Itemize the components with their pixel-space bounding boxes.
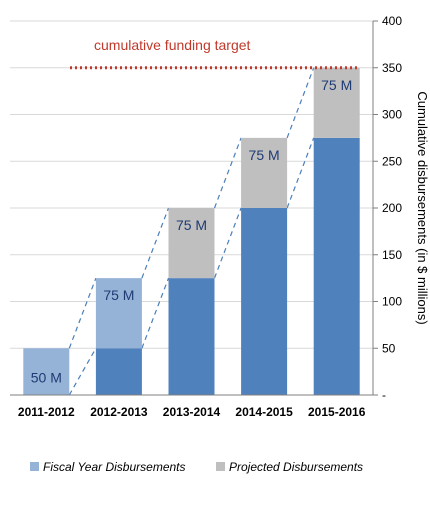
xtick-label-2015-2016: 2015-2016 <box>308 405 366 419</box>
connector-lower-1 <box>141 277 170 349</box>
ytick-label-0: - <box>382 388 386 402</box>
connector-lower-0 <box>68 347 97 396</box>
legend-label-fiscal: Fiscal Year Disbursements <box>43 460 186 474</box>
connector-upper-2 <box>213 137 242 209</box>
data-label-2012-2013: 75 M <box>103 287 134 303</box>
bar-projected-2012-2013 <box>95 278 142 349</box>
ytick-label-350: 350 <box>382 61 402 75</box>
xtick-label-2011-2012: 2011-2012 <box>18 405 75 419</box>
bar-fiscal-2012-2013 <box>95 348 142 395</box>
connector-upper-1 <box>141 207 170 279</box>
y-axis-title: Cumulative disbursements (in $ millions) <box>415 91 430 324</box>
y-tick-labels: - 50 100 150 200 250 300 350 400 <box>373 14 402 402</box>
bar-fiscal-2015-2016 <box>313 137 360 395</box>
bar-projected-2014-2015 <box>241 137 288 208</box>
bar-fiscal-2013-2014 <box>168 278 215 395</box>
connector-upper-3 <box>286 67 315 139</box>
ytick-label-250: 250 <box>382 154 402 168</box>
legend-swatch-fiscal <box>30 462 39 471</box>
bars <box>23 67 360 395</box>
xtick-label-2012-2013: 2012-2013 <box>90 405 148 419</box>
ytick-label-100: 100 <box>382 295 402 309</box>
bar-projected-2013-2014 <box>168 208 215 279</box>
data-label-2013-2014: 75 M <box>176 217 207 233</box>
bar-projected-2015-2016 <box>313 67 360 138</box>
legend-swatch-projected <box>216 462 225 471</box>
legend: Fiscal Year Disbursements Projected Disb… <box>30 460 363 474</box>
data-label-2014-2015: 75 M <box>249 147 280 163</box>
x-tick-labels: 2011-2012 2012-2013 2013-2014 2014-2015 2015… <box>18 405 366 419</box>
data-label-2015-2016: 75 M <box>321 77 352 93</box>
ytick-label-400: 400 <box>382 14 402 28</box>
connector-lower-2 <box>213 207 242 279</box>
target-label: cumulative funding target <box>94 37 251 53</box>
xtick-label-2013-2014: 2013-2014 <box>163 405 221 419</box>
ytick-label-200: 200 <box>382 201 402 215</box>
dashed-connectors <box>68 67 315 396</box>
funding-target: cumulative funding target <box>70 37 360 70</box>
legend-label-projected: Projected Disbursements <box>229 460 363 474</box>
ytick-label-50: 50 <box>382 341 396 355</box>
data-labels: 50 M 75 M 75 M 75 M 75 M <box>31 77 353 386</box>
xtick-label-2014-2015: 2014-2015 <box>235 405 293 419</box>
bar-projected-2011-2012 <box>23 348 70 395</box>
connector-upper-0 <box>68 277 97 349</box>
data-label-2011-2012: 50 M <box>31 370 62 386</box>
ytick-label-300: 300 <box>382 108 402 122</box>
bar-fiscal-2014-2015 <box>241 208 288 395</box>
connector-lower-3 <box>286 137 315 209</box>
ytick-label-150: 150 <box>382 248 402 262</box>
